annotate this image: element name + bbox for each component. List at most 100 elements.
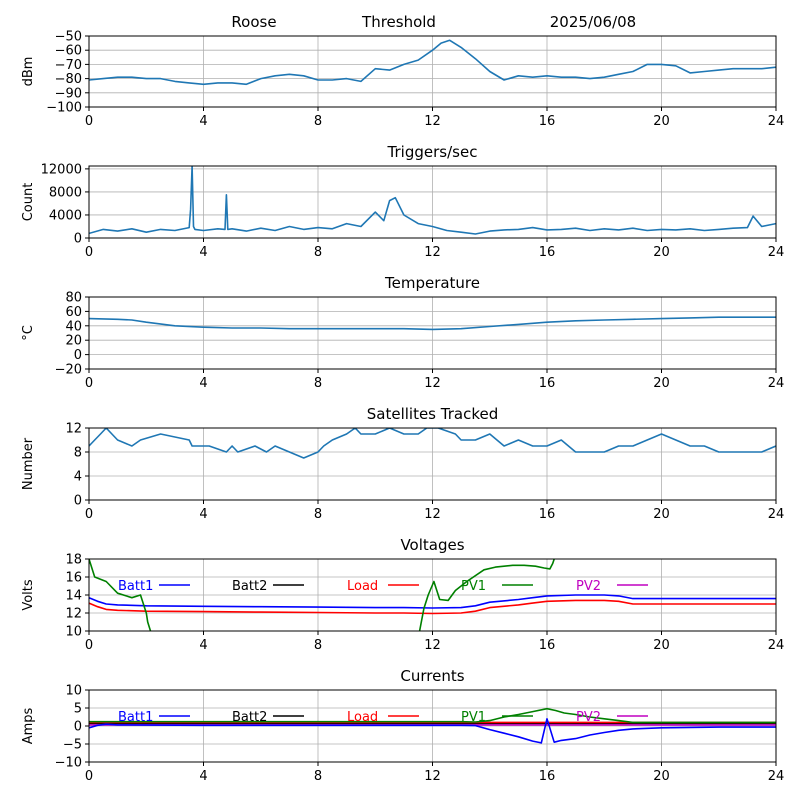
y-axis-label: dBm	[21, 57, 36, 87]
x-tick-label: 0	[85, 376, 93, 391]
legend-label-3: Load	[347, 579, 378, 594]
x-tick-label: 12	[424, 638, 441, 653]
y-tick-label: 0	[74, 494, 82, 509]
x-tick-label: 0	[85, 245, 93, 260]
legend-label-1: Batt1	[118, 579, 153, 594]
legend-label-4: PV1	[461, 579, 486, 594]
x-tick-label: 12	[424, 507, 441, 522]
x-tick-label: 16	[539, 376, 556, 391]
y-tick-label: 8000	[49, 185, 82, 200]
panel-title: Currents	[400, 667, 464, 685]
legend-label-2: Batt2	[232, 579, 267, 594]
legend-label-1: Batt1	[118, 710, 153, 725]
y-tick-label: 16	[65, 571, 82, 586]
y-tick-label: −60	[55, 44, 82, 59]
y-tick-label: 8	[74, 446, 82, 461]
y-axis-label: Count	[21, 183, 36, 222]
y-tick-label: 10	[65, 625, 82, 640]
x-tick-label: 0	[85, 114, 93, 129]
x-tick-label: 20	[653, 376, 670, 391]
x-tick-label: 8	[314, 507, 322, 522]
x-tick-label: 24	[768, 507, 785, 522]
y-axis-label: Volts	[21, 579, 36, 611]
series-group	[89, 39, 776, 86]
y-tick-label: −70	[55, 58, 82, 73]
series-group	[89, 428, 776, 459]
series-line-4	[89, 707, 776, 724]
x-tick-label: 20	[653, 114, 670, 129]
series-group	[89, 559, 776, 631]
x-tick-label: 8	[314, 638, 322, 653]
y-axis-label: Amps	[21, 707, 36, 744]
series-line-5	[89, 717, 776, 744]
header-label: Threshold	[361, 13, 436, 31]
y-tick-label: −90	[55, 86, 82, 101]
y-tick-label: 14	[65, 589, 82, 604]
x-tick-label: 4	[199, 114, 207, 129]
y-tick-label: 12000	[41, 162, 82, 177]
panel-title: Temperature	[384, 274, 480, 292]
y-tick-label: 60	[65, 305, 82, 320]
header-station: Roose	[231, 13, 276, 31]
y-tick-label: −5	[63, 738, 82, 753]
x-tick-label: 16	[539, 507, 556, 522]
legend-label-5: PV2	[576, 579, 601, 594]
y-tick-label: 0	[74, 720, 82, 735]
y-tick-label: 40	[65, 319, 82, 334]
panel-2: 0 4 8 12 16 20 24 0 4000 8000 12000 Count Triggers/s…	[21, 143, 784, 260]
x-tick-label: 24	[768, 245, 785, 260]
x-tick-label: 4	[199, 376, 207, 391]
x-tick-label: 4	[199, 638, 207, 653]
legend-label-5: PV2	[576, 710, 601, 725]
x-tick-label: 8	[314, 769, 322, 784]
x-tick-label: 4	[199, 507, 207, 522]
series-group	[89, 316, 776, 331]
header-date: 2025/06/08	[550, 13, 636, 31]
x-tick-label: 8	[314, 245, 322, 260]
y-tick-label: 18	[65, 553, 82, 568]
y-tick-label: −50	[55, 30, 82, 45]
panel-1: 0 4 8 12 16 20 24 −100−90−80−70−60−50 dBm Roose Th…	[21, 13, 784, 129]
x-tick-label: 16	[539, 114, 556, 129]
y-tick-label: −10	[55, 756, 82, 771]
x-tick-label: 0	[85, 507, 93, 522]
series-line-1	[89, 594, 776, 609]
x-tick-label: 24	[768, 376, 785, 391]
y-tick-label: −80	[55, 72, 82, 87]
x-tick-label: 12	[424, 769, 441, 784]
panel-title: Voltages	[400, 536, 464, 554]
y-tick-label: 4	[74, 470, 82, 485]
legend-label-2: Batt2	[232, 710, 267, 725]
y-tick-label: 12	[65, 422, 82, 437]
series-line-1	[89, 39, 776, 86]
x-tick-label: 24	[768, 638, 785, 653]
y-axis-label: °C	[21, 325, 36, 341]
x-tick-label: 4	[199, 769, 207, 784]
x-tick-label: 16	[539, 638, 556, 653]
panel-6: 0 4 8 12 16 20 24 −10 −5 0 5 10 Amps Currents Batt1 Bat…	[21, 667, 784, 784]
x-tick-label: 20	[653, 638, 670, 653]
x-tick-label: 0	[85, 638, 93, 653]
x-tick-label: 20	[653, 507, 670, 522]
panel-title: Triggers/sec	[387, 143, 478, 161]
x-tick-label: 20	[653, 245, 670, 260]
x-tick-label: 12	[424, 114, 441, 129]
x-tick-label: 24	[768, 114, 785, 129]
panel-title: Satellites Tracked	[367, 405, 498, 423]
x-tick-label: 20	[653, 769, 670, 784]
panel-5: 0 4 8 12 16 20 24 10 12 14 16 18 Volts Voltages Batt1 B…	[21, 536, 784, 653]
legend-label-3: Load	[347, 710, 378, 725]
y-tick-label: 5	[74, 702, 82, 717]
y-tick-label: 4000	[49, 208, 82, 223]
series-group	[89, 166, 776, 235]
series-line-1	[89, 166, 776, 235]
y-tick-label: 0	[74, 348, 82, 363]
series-line-3	[89, 559, 152, 631]
y-tick-label: 10	[65, 684, 82, 699]
x-tick-label: 8	[314, 376, 322, 391]
x-tick-label: 24	[768, 769, 785, 784]
